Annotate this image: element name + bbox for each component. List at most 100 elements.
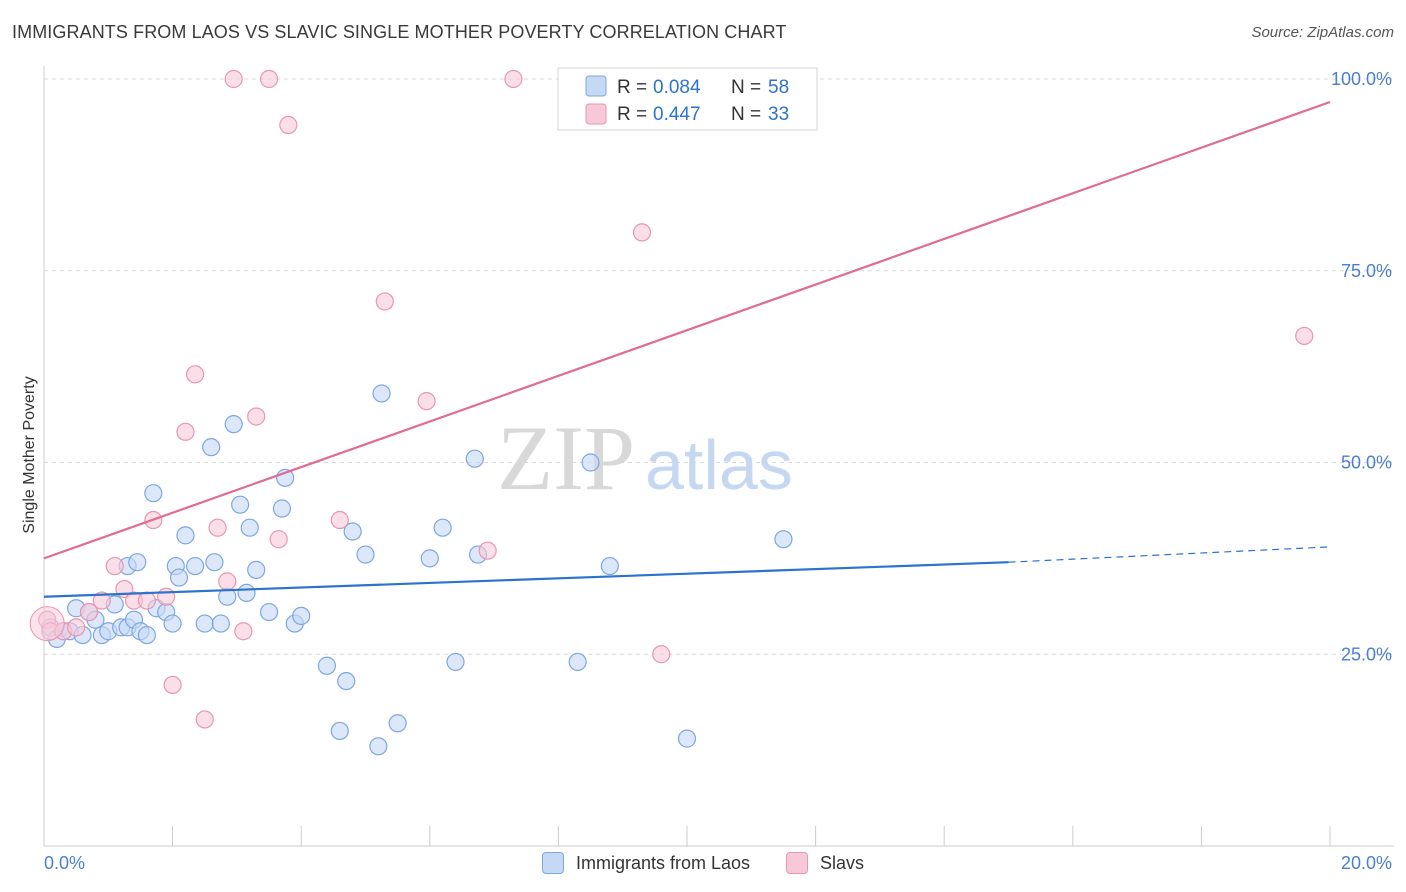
laos-point — [568, 652, 587, 672]
trendline-laos-extension — [1008, 546, 1331, 563]
y-tick-label: 50.0% — [1341, 453, 1392, 473]
legend-item-slavs: Slavs — [786, 852, 864, 874]
legend-swatch-slavs — [786, 852, 809, 874]
laos-point — [388, 714, 407, 733]
laos-point — [337, 671, 356, 691]
legend-label-slavs: Slavs — [820, 852, 865, 873]
laos-point — [446, 652, 465, 672]
slavs-point — [79, 602, 99, 622]
laos-point — [600, 556, 619, 576]
laos-point — [581, 453, 600, 472]
slavs-point — [247, 407, 266, 426]
trendline-slavs — [43, 100, 1331, 560]
legend-series: Immigrants from Laos Slavs — [0, 852, 1406, 874]
laos-point — [317, 656, 337, 675]
laos-point — [176, 526, 195, 545]
slavs-point — [269, 530, 288, 549]
slavs-point — [92, 591, 111, 610]
laos-point — [356, 545, 375, 564]
watermark-zip: ZIP — [497, 407, 635, 509]
legend-item-laos: Immigrants from Laos — [541, 852, 751, 874]
x-tick-label: 20.0% — [1341, 853, 1392, 873]
y-tick-label: 75.0% — [1341, 261, 1392, 281]
slavs-point — [163, 675, 182, 695]
slavs-point — [259, 69, 279, 89]
legend-r-label: R = — [617, 77, 647, 98]
laos-point — [211, 614, 230, 633]
slavs-point — [375, 292, 394, 311]
legend-r-label: R = — [617, 104, 647, 125]
laos-point — [272, 499, 292, 518]
laos-point — [420, 549, 439, 568]
laos-point — [128, 553, 147, 572]
laos-point — [240, 518, 259, 537]
slavs-point — [1295, 326, 1314, 346]
laos-point — [237, 583, 256, 602]
laos-point — [137, 625, 156, 645]
laos-point — [372, 384, 391, 403]
series-slavs-points — [29, 69, 1314, 729]
legend-swatch-laos — [585, 75, 607, 97]
laos-point — [224, 415, 243, 434]
slavs-point — [417, 392, 436, 411]
legend-n-value: 33 — [768, 104, 789, 125]
laos-point — [231, 495, 250, 514]
laos-point — [369, 737, 388, 756]
slavs-point — [632, 223, 652, 242]
slavs-point — [279, 115, 298, 135]
trendline-laos — [43, 561, 1009, 598]
laos-point — [677, 729, 697, 748]
laos-point — [259, 602, 279, 622]
legend-n-label: N = — [731, 77, 761, 98]
chart-title: IMMIGRANTS FROM LAOS VS SLAVIC SINGLE MO… — [12, 22, 787, 42]
legend-swatch-laos — [541, 852, 564, 874]
legend-swatch-slavs — [585, 103, 607, 125]
slavs-point — [224, 69, 243, 89]
slavs-point-cluster — [29, 606, 65, 642]
laos-point — [202, 438, 221, 457]
slavs-point — [208, 518, 227, 537]
x-tick-label: 0.0% — [44, 853, 85, 873]
laos-point — [144, 484, 163, 503]
laos-point — [774, 530, 793, 549]
laos-point — [433, 518, 452, 537]
laos-point — [465, 449, 484, 468]
laos-point — [330, 721, 349, 741]
trendlines — [43, 100, 1331, 598]
laos-point — [186, 556, 205, 576]
slavs-point — [330, 510, 349, 530]
legend-n-label: N = — [731, 104, 761, 125]
slavs-point — [157, 587, 176, 606]
y-axis-label: Single Mother Poverty — [21, 376, 38, 533]
y-tick-label: 100.0% — [1331, 69, 1392, 89]
legend-stats: R = 0.084 N = 58 R = 0.447 N = 33 — [557, 67, 818, 131]
laos-point — [205, 553, 224, 572]
legend-n-value: 58 — [768, 77, 789, 98]
legend-r-value: 0.084 — [653, 77, 701, 98]
slavs-point — [186, 365, 205, 384]
watermark: ZIP atlas — [497, 407, 793, 509]
slavs-point — [176, 422, 195, 441]
slavs-point — [478, 541, 497, 560]
laos-point — [247, 560, 266, 579]
slavs-point — [105, 556, 124, 576]
laos-point — [169, 568, 189, 587]
axes — [43, 66, 1394, 847]
laos-point — [343, 522, 362, 541]
slavs-point — [195, 710, 214, 729]
legend-label-laos: Immigrants from Laos — [575, 852, 751, 873]
slavs-point — [504, 69, 523, 89]
laos-point — [163, 614, 182, 633]
slavs-point — [234, 622, 253, 641]
legend-r-value: 0.447 — [653, 104, 701, 125]
laos-point — [292, 606, 311, 626]
tick-labels: 25.0% 50.0% 75.0% 100.0% 0.0% 20.0% — [44, 69, 1392, 873]
slavs-point — [652, 645, 671, 664]
slavs-point — [218, 572, 237, 591]
slavs-point — [67, 618, 86, 637]
laos-point — [195, 614, 214, 633]
grid-lines — [44, 78, 1394, 655]
source-note: Source: ZipAtlas.com — [1251, 24, 1394, 41]
slavs-point — [137, 591, 156, 610]
